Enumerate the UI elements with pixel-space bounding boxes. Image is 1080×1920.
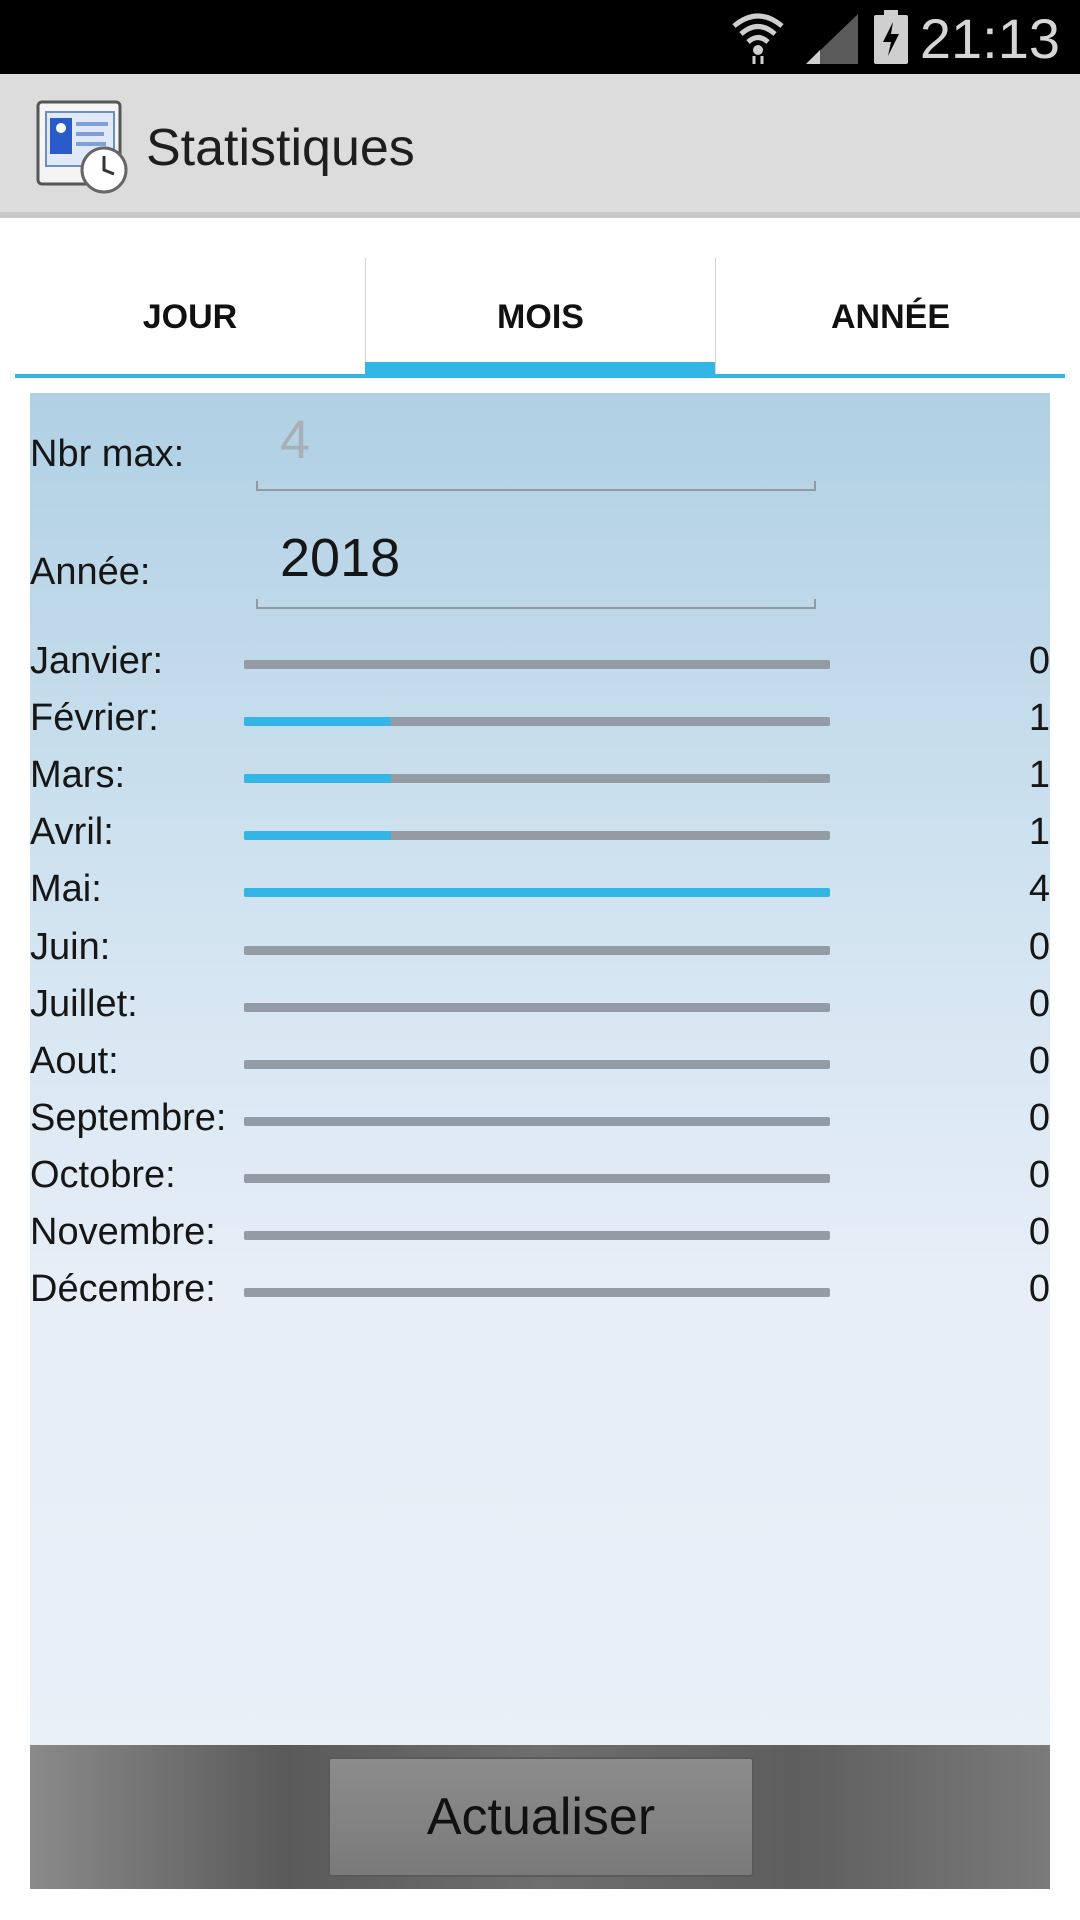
app-title: Statistiques [146, 119, 415, 177]
tab-underline [715, 374, 1065, 378]
month-row: Mai: 4 [30, 864, 1050, 921]
month-progress-fill [244, 717, 391, 727]
month-row: Février: 1 [30, 693, 1050, 750]
max-input-placeholder: 4 [280, 410, 311, 470]
month-row: Janvier: 0 [30, 636, 1050, 693]
battery-charging-icon [874, 10, 908, 64]
month-count: 0 [1028, 1268, 1050, 1311]
month-label: Décembre: [30, 1268, 216, 1311]
month-label: Octobre: [30, 1153, 176, 1196]
month-stats-panel: Nbr max: 4 Année: 2018 Janvier: 0 Février:… [30, 393, 1050, 1889]
month-progress-bar [244, 1173, 830, 1183]
month-row: Juin: 0 [30, 922, 1050, 979]
month-count: 1 [1028, 754, 1050, 797]
month-label: Février: [30, 697, 159, 740]
month-label: Mars: [30, 754, 125, 797]
tab-divider [365, 258, 366, 378]
tab-annee[interactable]: ANNÉE [830, 297, 951, 336]
month-row: Avril: 1 [30, 807, 1050, 864]
signal-icon [806, 14, 858, 64]
month-label: Septembre: [30, 1096, 227, 1139]
button-bar: Actualiser [30, 1745, 1050, 1889]
month-label: Janvier: [30, 640, 164, 682]
month-label: Mai: [30, 868, 102, 911]
month-label: Avril: [30, 811, 114, 854]
year-input[interactable]: 2018 [256, 528, 816, 609]
month-label: Juin: [30, 925, 111, 968]
month-label: Aout: [30, 1039, 119, 1082]
year-input-value: 2018 [280, 528, 401, 588]
month-progress-bar [244, 1116, 830, 1126]
tab-divider [715, 258, 716, 378]
month-progress-fill [244, 888, 830, 898]
month-row: Septembre: 0 [30, 1093, 1050, 1150]
month-count: 0 [1028, 1211, 1050, 1253]
month-count: 0 [1028, 640, 1050, 682]
month-row: Juillet: 0 [30, 979, 1050, 1036]
tab-jour[interactable]: JOUR [142, 297, 238, 336]
month-count: 4 [1028, 868, 1050, 911]
month-count: 0 [1028, 1096, 1050, 1139]
month-row: Novembre: 0 [30, 1207, 1050, 1264]
max-label: Nbr max: [30, 433, 185, 475]
month-count: 0 [1028, 1153, 1050, 1196]
status-bar: 21:13 [0, 0, 1080, 74]
month-count: 1 [1028, 811, 1050, 854]
month-count: 0 [1028, 1039, 1050, 1082]
month-row: Mars: 1 [30, 750, 1050, 807]
month-row: Octobre: 0 [30, 1150, 1050, 1207]
max-input[interactable]: 4 [256, 410, 816, 491]
month-label: Juillet: [30, 982, 138, 1025]
selected-tab-indicator [365, 362, 715, 378]
month-progress-fill [244, 774, 391, 784]
tab-underline [15, 374, 365, 378]
month-count: 0 [1028, 925, 1050, 968]
month-progress-bar [244, 888, 830, 898]
month-count: 0 [1028, 982, 1050, 1025]
month-progress-bar [244, 1059, 830, 1069]
month-progress-bar [244, 831, 830, 841]
month-row: Décembre: 0 [30, 1264, 1050, 1321]
month-count: 1 [1028, 697, 1050, 740]
month-progress-bar [244, 1231, 830, 1240]
month-progress-bar [244, 660, 830, 669]
status-time: 21:13 [919, 7, 1060, 70]
month-progress-fill [244, 831, 391, 841]
tab-mois[interactable]: MOIS [497, 297, 584, 336]
app-icon [36, 100, 128, 194]
year-label: Année: [30, 551, 151, 593]
wifi-icon [732, 13, 784, 64]
month-progress-bar [244, 1288, 830, 1298]
action-bar: Statistiques [0, 74, 1080, 218]
month-progress-bar [244, 774, 830, 784]
month-label: Novembre: [30, 1211, 216, 1253]
month-row: Aout: 0 [30, 1036, 1050, 1093]
month-progress-bar [244, 945, 830, 955]
month-progress-bar [244, 717, 830, 727]
month-progress-bar [244, 1002, 830, 1012]
tab-bar: JOUR MOIS ANNÉE [15, 258, 1065, 378]
refresh-button[interactable]: Actualiser [328, 1757, 754, 1877]
